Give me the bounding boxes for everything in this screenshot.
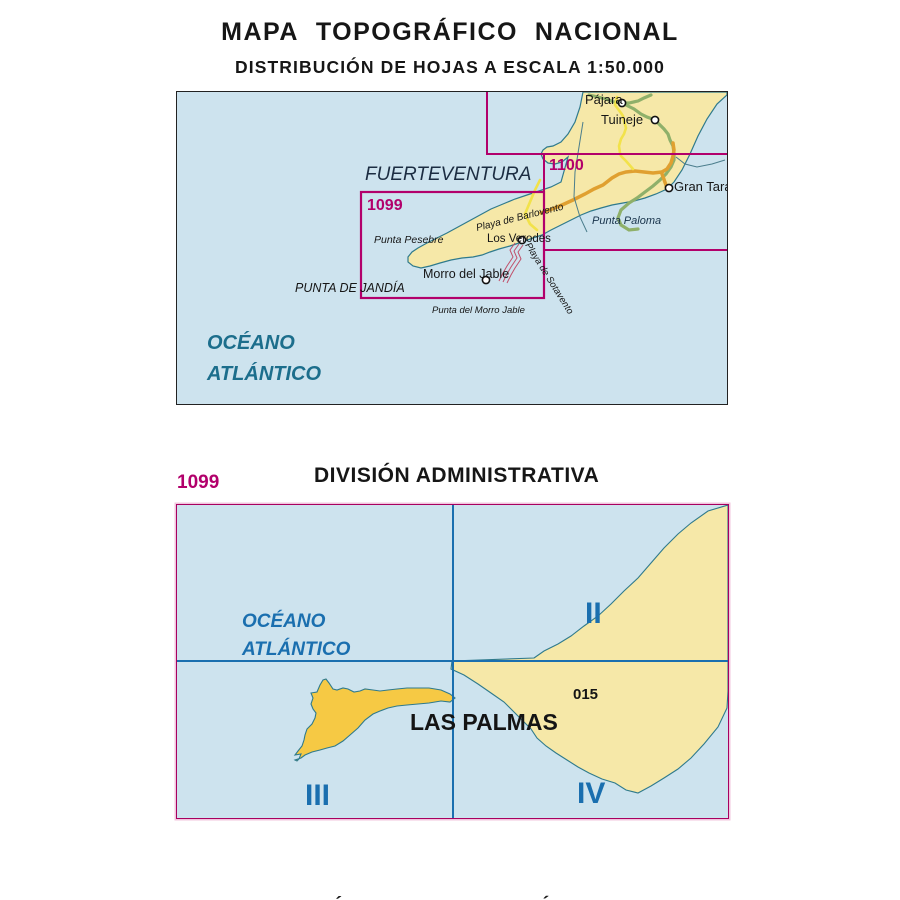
svg-text:ATLÁNTICO: ATLÁNTICO xyxy=(241,638,351,660)
svg-text:LAS PALMAS: LAS PALMAS xyxy=(410,709,558,735)
svg-text:ATLÁNTICO: ATLÁNTICO xyxy=(206,362,321,385)
svg-text:Pájara: Pájara xyxy=(585,92,623,107)
svg-text:1100: 1100 xyxy=(549,157,584,174)
svg-text:II: II xyxy=(585,597,602,630)
svg-text:Playa de Sotavento: Playa de Sotavento xyxy=(522,241,575,317)
svg-text:Gran Tarajal: Gran Tarajal xyxy=(674,179,727,194)
svg-text:IV: IV xyxy=(577,777,605,810)
svg-text:Punta Pesebre: Punta Pesebre xyxy=(374,234,444,246)
svg-text:Los Verodes: Los Verodes xyxy=(487,233,551,245)
svg-text:FUERTEVENTURA: FUERTEVENTURA xyxy=(365,164,531,185)
svg-text:Tuineje: Tuineje xyxy=(601,112,643,127)
svg-text:Punta del Morro Jable: Punta del Morro Jable xyxy=(432,305,525,316)
svg-text:1099: 1099 xyxy=(367,197,403,214)
svg-text:PUNTA DE JANDÍA: PUNTA DE JANDÍA xyxy=(295,280,405,295)
svg-text:OCÉANO: OCÉANO xyxy=(242,610,326,632)
svg-text:III: III xyxy=(305,779,330,812)
svg-text:OCÉANO: OCÉANO xyxy=(207,331,295,354)
svg-text:Morro del Jable: Morro del Jable xyxy=(423,267,509,281)
svg-text:Punta Paloma: Punta Paloma xyxy=(592,215,661,227)
svg-text:015: 015 xyxy=(573,686,598,703)
